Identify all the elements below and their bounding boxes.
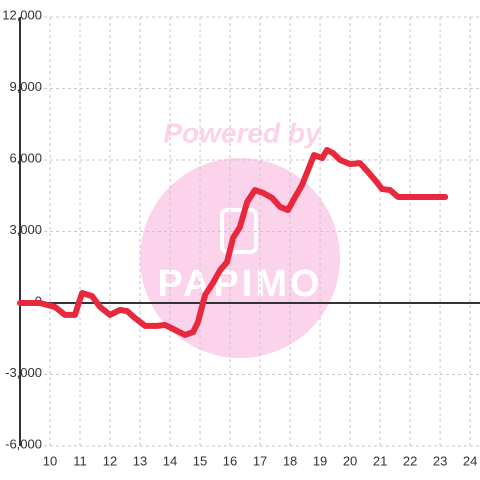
x-tick-label: 23 [433,453,447,468]
x-tick-label: 11 [73,453,87,468]
watermark-text: Powered by [163,117,322,148]
y-tick-label: 3,000 [9,222,42,237]
x-tick-label: 14 [163,453,177,468]
y-tick-label: -3,000 [5,365,42,380]
x-tick-label: 22 [403,453,417,468]
x-tick-label: 10 [43,453,57,468]
x-tick-label: 19 [313,453,327,468]
x-tick-label: 24 [463,453,477,468]
x-tick-label: 17 [253,453,267,468]
data-line [17,146,449,338]
y-tick-label: 9,000 [9,79,42,94]
y-tick-label: 12,000 [2,7,42,22]
y-tick-label: -6,000 [5,436,42,451]
x-tick-label: 20 [343,453,357,468]
x-tick-label: 21 [373,453,387,468]
x-tick-label: 16 [223,453,237,468]
watermark-text: PAPIMO [157,263,322,305]
x-tick-label: 12 [103,453,117,468]
plot: 10 11 12 13 14 15 16 17 18 19 20 21 22 23 24 -6,000 -3,0… [2,7,480,468]
x-tick-label: 13 [133,453,147,468]
x-tick-label: 15 [193,453,207,468]
x-tick-label: 18 [283,453,297,468]
y-tick-label: 6,000 [9,150,42,165]
